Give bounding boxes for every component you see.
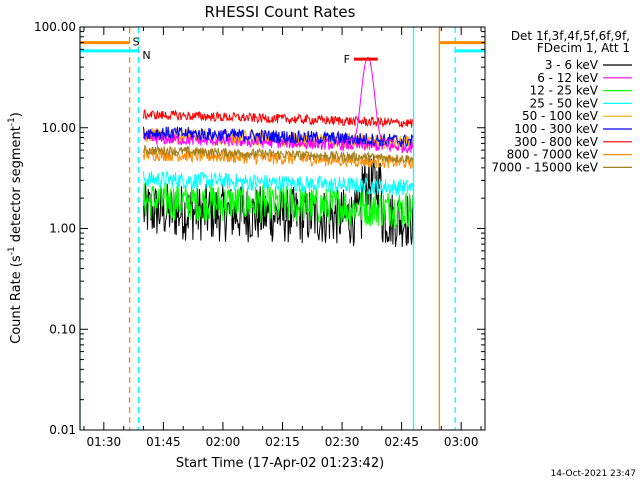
series-line-3 [143, 169, 414, 196]
x-tick-label: 01:30 [87, 435, 122, 449]
x-tick-label: 02:15 [265, 435, 300, 449]
series-layer [143, 57, 414, 248]
legend-label-6: 300 - 800 keV [514, 135, 598, 149]
legend-label-4: 50 - 100 keV [522, 109, 599, 123]
flare-curve [346, 57, 394, 141]
timestamp: 14-Oct-2021 23:47 [551, 469, 636, 479]
y-tick-label: 0.10 [49, 322, 76, 336]
x-tick-label: 02:30 [325, 435, 360, 449]
ticks-layer: 01:30 01:45 02:00 02:15 02:30 02:45 03:00 100.0… [34, 20, 485, 449]
legend-label-2: 12 - 25 keV [530, 84, 599, 98]
series-line-5 [143, 126, 414, 148]
y-label-sup2: -1 [7, 117, 17, 126]
y-tick-label: 1.00 [49, 222, 76, 236]
legend-label-8: 7000 - 15000 keV [491, 160, 598, 174]
y-tick-label: 0.01 [49, 423, 76, 437]
legend-label-0: 3 - 6 keV [545, 58, 599, 72]
legend-header-line-1: Det 1f,3f,4f,5f,6f,9f, [511, 29, 630, 43]
y-label-mid: detector segment [9, 126, 24, 246]
bars-layer: S N F [80, 36, 485, 66]
legend-label-1: 6 - 12 keV [537, 71, 599, 85]
legend-header-line-2: FDecim 1, Att 1 [537, 41, 630, 55]
y-label-main: Count Rate (s [9, 255, 24, 344]
y-axis-label: Count Rate (s-1 detector segment-1) [7, 112, 24, 344]
series-line-1 [143, 132, 414, 154]
y-label-end: ) [9, 112, 24, 117]
x-tick-label: 02:45 [384, 435, 419, 449]
legend-label-5: 100 - 300 keV [514, 122, 598, 136]
y-tick-label: 100.00 [34, 20, 76, 34]
x-tick-label: 02:00 [206, 435, 241, 449]
flare-label: F [344, 53, 350, 66]
y-tick-label: 10.00 [42, 121, 76, 135]
chart-title: RHESSI Count Rates [205, 3, 356, 21]
x-axis-label: Start Time (17-Apr-02 01:23:42) [176, 456, 384, 471]
saa-label: S [133, 36, 140, 49]
series-line-8 [143, 144, 414, 165]
legend-label-7: 800 - 7000 keV [507, 148, 599, 162]
y-label-sup1: -1 [7, 246, 17, 255]
x-tick-label: 01:45 [146, 435, 181, 449]
series-line-6 [143, 108, 414, 128]
night-label: N [142, 49, 150, 62]
series-line-2 [143, 182, 414, 229]
x-tick-label: 03:00 [444, 435, 479, 449]
legend-label-3: 25 - 50 keV [530, 96, 599, 110]
legend: Det 1f,3f,4f,5f,6f,9f, FDecim 1, Att 1 3… [491, 29, 632, 174]
